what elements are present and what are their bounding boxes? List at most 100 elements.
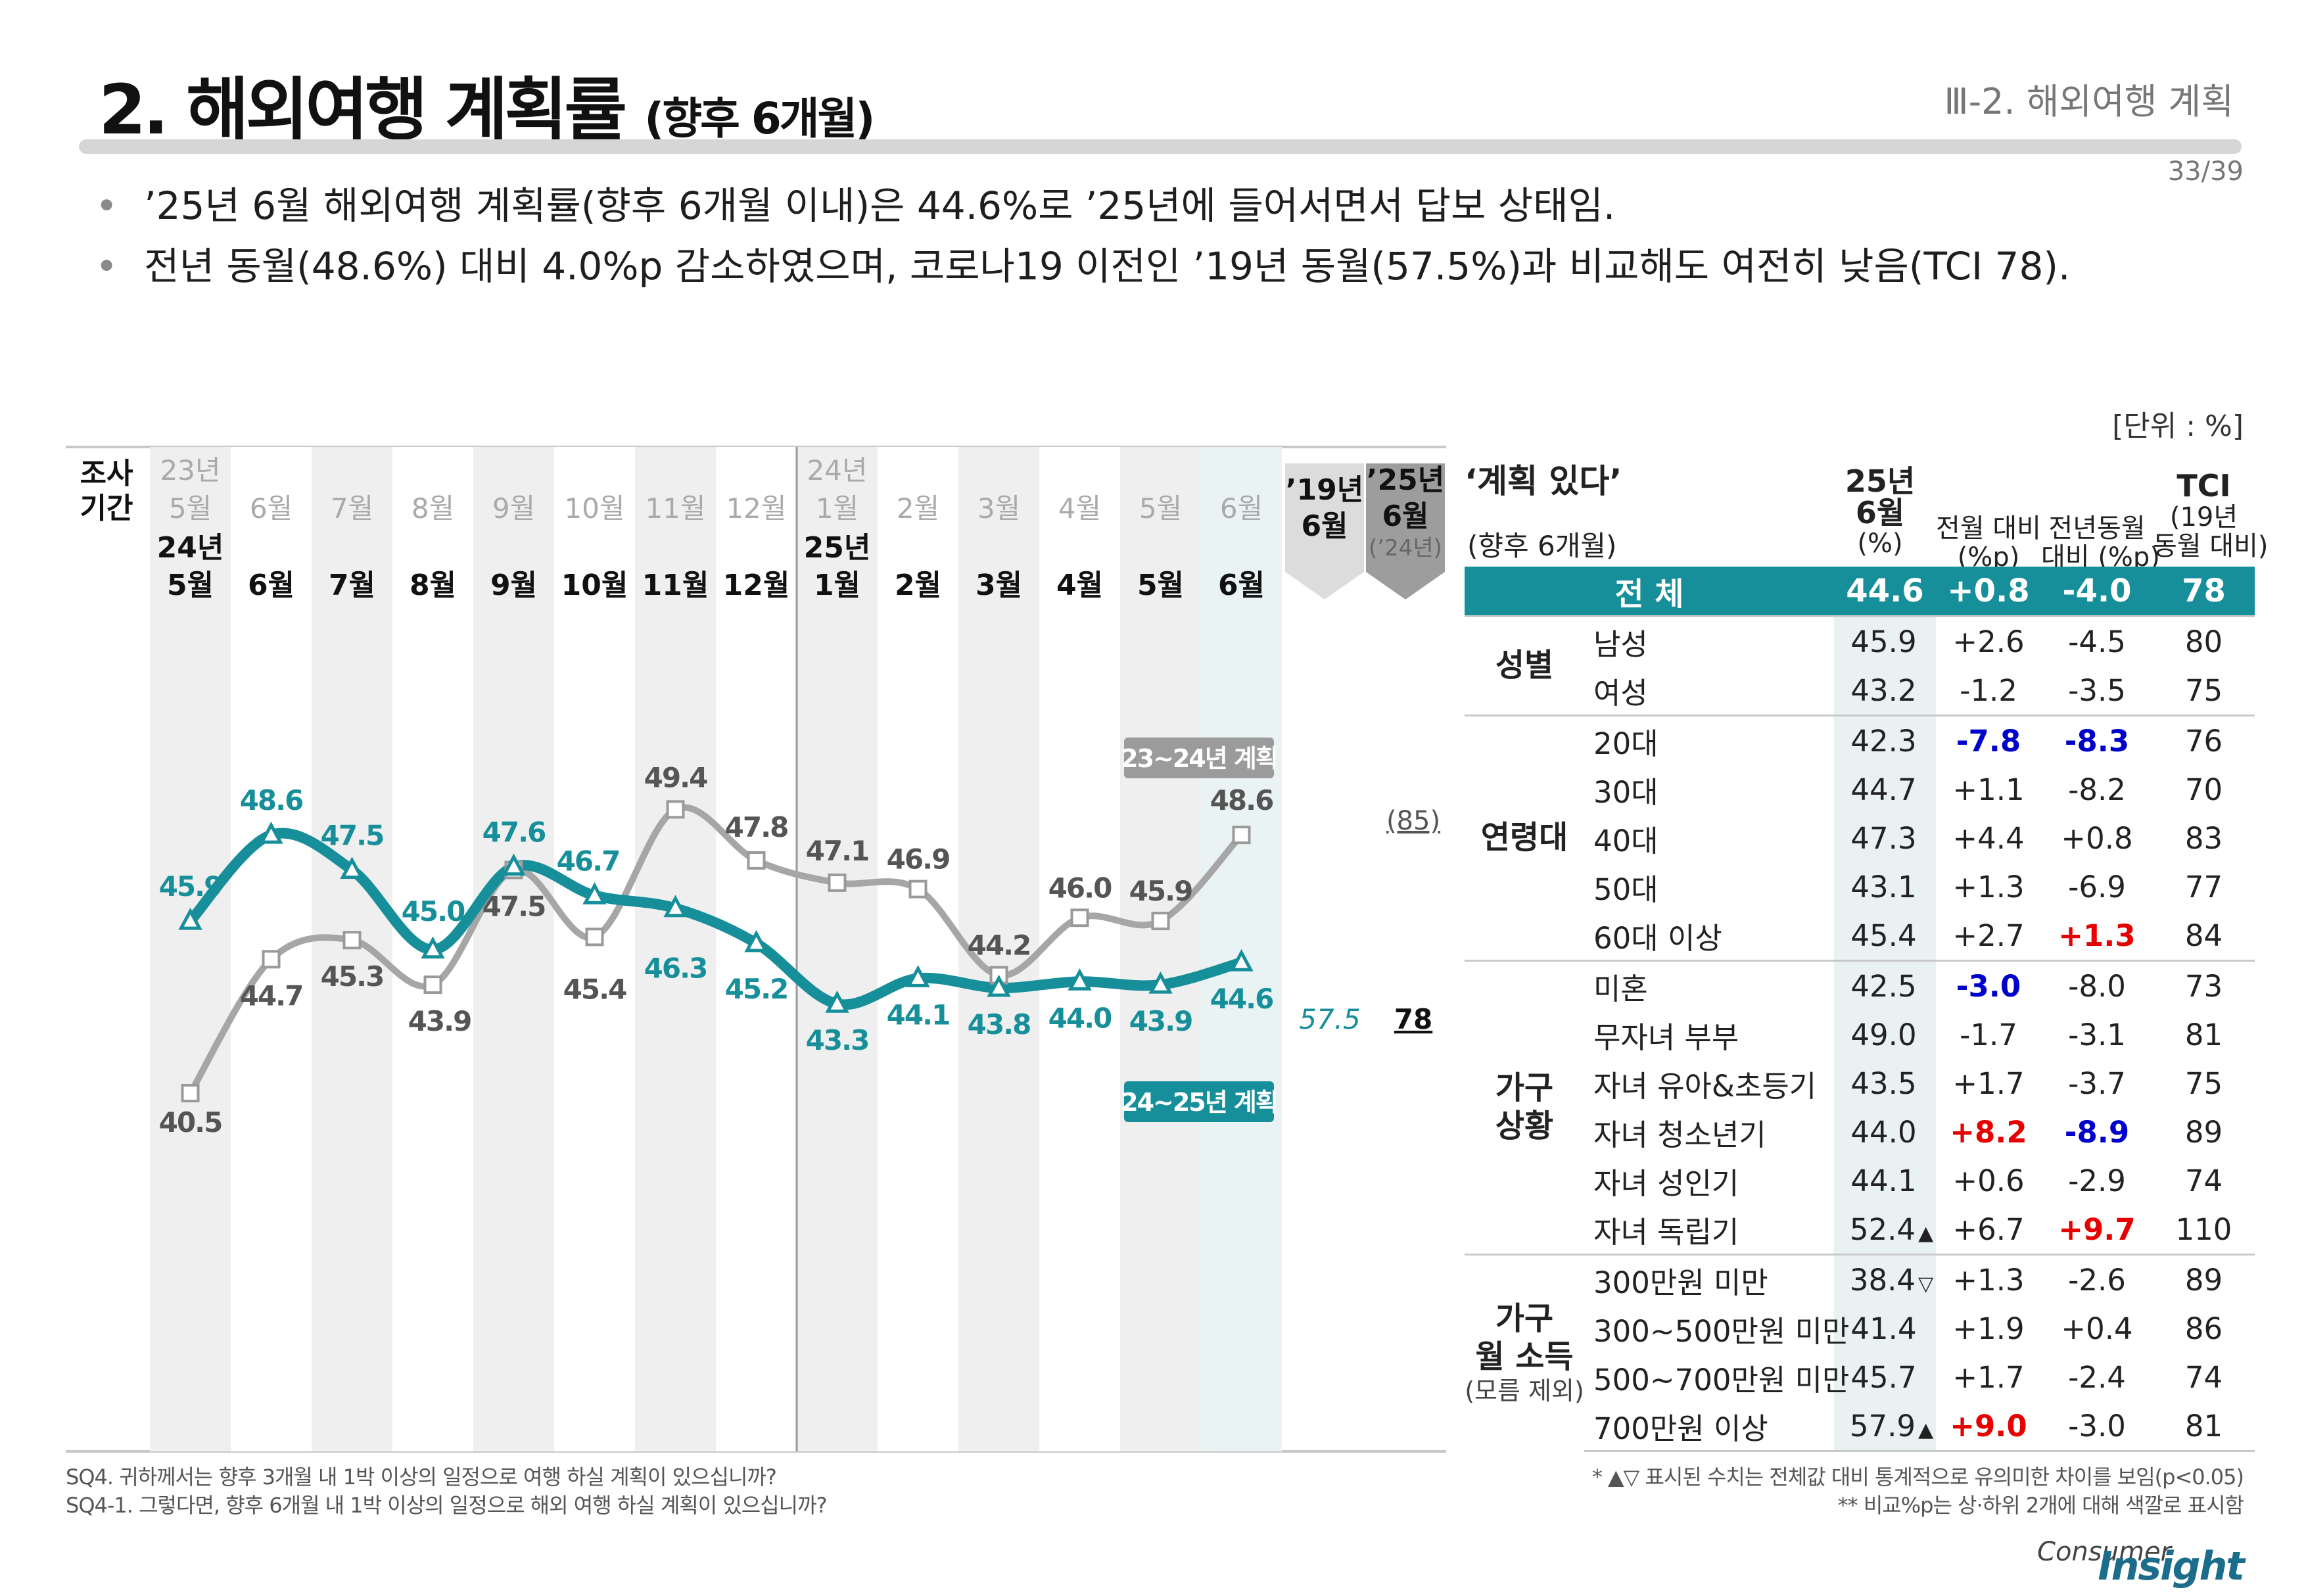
row-label: 자녀 청소년기 — [1593, 1117, 1766, 1152]
marker-24-25 — [582, 882, 607, 904]
row-mom: +2.7 — [1952, 918, 2025, 953]
table-row: 700만원 이상 57.9 ▲ +9.0 -3.0 81 — [1465, 1401, 2255, 1452]
x-top-month: 1월 — [816, 492, 859, 525]
month-band — [473, 447, 554, 1451]
table-row: 자녀 청소년기 44.0 +8.2 -8.9 89 — [1465, 1108, 2255, 1156]
x-bottom-month: 3월 — [976, 569, 1022, 602]
row-value-number: 52.4 — [1849, 1211, 1916, 1247]
row-value-number: 43.5 — [1850, 1066, 1917, 1101]
x-top-month: 7월 — [331, 492, 373, 525]
row-value-number: 42.5 — [1850, 968, 1917, 1004]
row-yoy: -3.7 — [2068, 1066, 2126, 1101]
marker-23-24 — [1232, 826, 1251, 845]
group-label-line: 연령대 — [1480, 819, 1568, 857]
group-label-line: 가구 — [1495, 1069, 1554, 1107]
row-mom: +1.7 — [1952, 1066, 2025, 1101]
marker-24-25 — [1229, 949, 1254, 972]
x-bottom-year: 25년 — [804, 531, 871, 565]
row-label: 무자녀 부부 — [1593, 1020, 1739, 1055]
data-label-24-25: 45.2 — [725, 973, 788, 1005]
row-yoy: -2.6 — [2041, 1254, 2153, 1304]
data-label-23-24: 40.5 — [159, 1106, 222, 1138]
marker-24-25 — [987, 974, 1011, 997]
data-label-23-24: 48.6 — [1210, 784, 1273, 816]
month-band — [1039, 447, 1120, 1451]
row-value: 49.0 — [1834, 1010, 1936, 1059]
row-tci: 110 — [2175, 1211, 2232, 1247]
x-top-month: 12월 — [726, 492, 786, 525]
table-row-total: 전 체 44.6 +0.8 -4.0 78 — [1465, 567, 2255, 617]
row-value-number: 45.7 — [1850, 1359, 1917, 1395]
bullet-dot: • — [95, 244, 118, 289]
x-bottom-month: 7월 — [329, 569, 375, 602]
month-band — [878, 447, 958, 1451]
row-label: 자녀 유아&초등기 — [1593, 1068, 1817, 1104]
marker-24-25 — [825, 990, 849, 1013]
col-header-value-unit: (%) — [1857, 528, 1903, 559]
row-label: 300만원 미만 — [1584, 1254, 1834, 1304]
row-value: 44.7 — [1834, 765, 1936, 814]
bullet-2: • 전년 동월(48.6%) 대비 4.0%p 감소하였으며, 코로나19 이전인… — [95, 235, 2070, 291]
title-sub: (향후 6개월) — [644, 93, 875, 144]
legend-box-23-24 — [1124, 738, 1274, 778]
table-row: 여성 43.2 -1.2 -3.5 75 — [1465, 666, 2255, 716]
row-label: 700만원 이상 — [1584, 1401, 1834, 1452]
row-tci: 89 — [2153, 1254, 2255, 1304]
col-header-tci-l2: (19년 — [2169, 502, 2238, 532]
row-value: 44.1 — [1834, 1156, 1936, 1205]
row-mom: +0.6 — [1952, 1163, 2025, 1198]
row-tci: 75 — [2184, 672, 2223, 708]
significance-marker: ▲ — [1918, 1221, 1934, 1245]
ref-25-header-shape — [1366, 463, 1445, 599]
data-label-23-24: 46.0 — [1048, 872, 1112, 904]
row-yoy: -2.4 — [2068, 1359, 2126, 1395]
data-label-23-24: 45.9 — [1129, 875, 1192, 907]
group-label: 성별 — [1465, 615, 1584, 716]
segment-table-grid: 전 체 44.6 +0.8 -4.0 78 성별 남성 45.9 +2.6 -4.5 80 여성 43.… — [1465, 567, 2255, 1452]
x-bottom-month: 11월 — [642, 569, 709, 602]
table-row: 300~500만원 미만 41.4 +1.9 +0.4 86 — [1465, 1304, 2255, 1353]
marker-24-25 — [340, 857, 364, 879]
month-band — [1120, 447, 1201, 1451]
table-row: 무자녀 부부 49.0 -1.7 -3.1 81 — [1465, 1010, 2255, 1059]
legend-label-23-24: 23~24년 계획 — [1121, 744, 1277, 773]
table-subtitle: (향후 6개월) — [1467, 530, 1617, 562]
row-value: 43.2 — [1834, 666, 1936, 716]
table-row: 500~700만원 미만 45.7 +1.7 -2.4 74 — [1465, 1353, 2255, 1401]
row-mom: +1.7 — [1952, 1359, 2025, 1395]
data-label-23-24: 43.9 — [408, 1005, 471, 1037]
row-value: 45.7 — [1834, 1353, 1936, 1401]
period-label-2: 기간 — [80, 492, 133, 525]
x-top-month: 6월 — [250, 492, 293, 525]
marker-24-25 — [744, 929, 768, 952]
row-tci: 86 — [2184, 1311, 2223, 1346]
group-label-line: 상황 — [1495, 1108, 1554, 1144]
unit-label: [단위 : %] — [2112, 410, 2244, 443]
row-tci: 70 — [2184, 772, 2223, 807]
row-yoy: -3.1 — [2068, 1017, 2126, 1052]
x-bottom-year: 24년 — [157, 531, 224, 565]
row-value-number: 45.9 — [1850, 624, 1917, 659]
row-mom: +1.1 — [1952, 772, 2025, 807]
total-value: 44.6 — [1834, 567, 1936, 617]
row-value-number: 45.4 — [1850, 918, 1917, 953]
table-row: 자녀 독립기 52.4 ▲ +6.7 +9.7 110 — [1465, 1205, 2255, 1255]
row-value-number: 41.4 — [1850, 1311, 1917, 1346]
row-mom: +1.3 — [1936, 1254, 2041, 1304]
x-top-month: 2월 — [897, 492, 939, 525]
row-label: 미혼 — [1584, 960, 1834, 1010]
footnote-q1: SQ4. 귀하께서는 향후 3개월 내 1박 이상의 일정으로 여행 하실 계획… — [66, 1465, 777, 1490]
row-label: 여성 — [1593, 675, 1648, 711]
row-mom: -7.8 — [1936, 715, 2041, 765]
col-header-value: 25년 6월 (%) — [1834, 465, 1926, 558]
row-yoy: -8.2 — [2068, 772, 2126, 807]
table-row: 60대 이상 45.4 +2.7 +1.3 84 — [1465, 911, 2255, 961]
bullet-text-1: ’25년 6월 해외여행 계획률(향후 6개월 이내)은 44.6%로 ’25년… — [144, 183, 1616, 228]
data-label-24-25: 47.6 — [482, 816, 546, 849]
table-row: 40대 47.3 +4.4 +0.8 83 — [1465, 814, 2255, 862]
page-number: 33/39 — [2167, 156, 2244, 187]
ref-19-header-2: 6월 — [1301, 509, 1348, 543]
row-tci: 77 — [2184, 869, 2223, 904]
row-label: 50대 — [1593, 872, 1659, 907]
row-mom: -1.7 — [1960, 1017, 2017, 1052]
